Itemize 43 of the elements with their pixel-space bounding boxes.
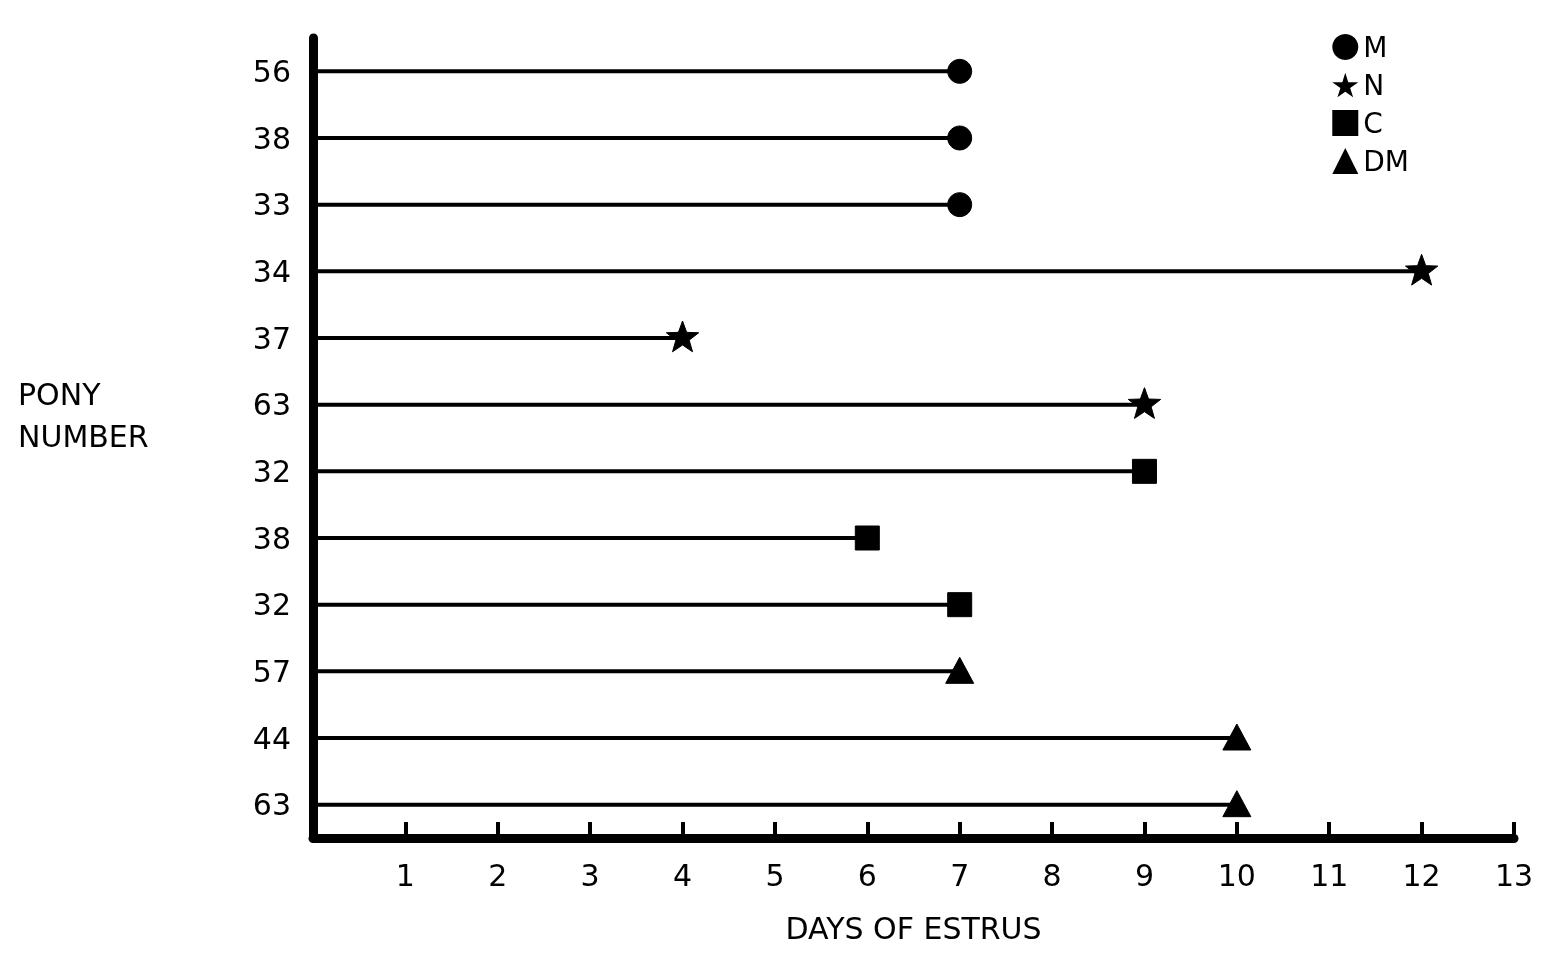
legend-label: DM [1363, 144, 1409, 178]
x-tick-label: 9 [1134, 857, 1155, 893]
point [947, 125, 973, 151]
point [945, 656, 975, 684]
y-tick-label: 44 [252, 720, 291, 756]
x-tick-label: 13 [1494, 857, 1534, 893]
x-tick-label: 10 [1217, 857, 1256, 893]
y-tick-label: 32 [252, 453, 291, 489]
x-axis-title: DAYS OF ESTRUS [785, 910, 1042, 946]
legend-label: N [1363, 68, 1385, 102]
x-tick-label: 5 [765, 857, 785, 893]
point [947, 192, 973, 218]
y-tick-label: 38 [252, 520, 291, 556]
y-tick-label: 38 [252, 120, 291, 156]
y-tick-label: 63 [252, 387, 291, 423]
point [947, 58, 973, 84]
point [1127, 387, 1162, 419]
x-tick-label: 4 [672, 857, 693, 893]
x-tick-label: 2 [488, 857, 508, 893]
point [1222, 723, 1252, 751]
x-tick-label: 12 [1402, 857, 1441, 893]
x-tick-label: 11 [1310, 857, 1349, 893]
y-tick-label: 56 [252, 53, 291, 89]
y-tick-label: 34 [252, 253, 291, 289]
legend-label: M [1363, 30, 1388, 64]
point [1131, 458, 1157, 484]
point [1222, 790, 1252, 818]
point [665, 320, 700, 353]
point [947, 592, 973, 618]
x-tick-label: 8 [1042, 857, 1062, 893]
x-tick-label: 7 [950, 857, 970, 893]
point [1404, 253, 1439, 286]
y-tick-label: 33 [252, 187, 291, 223]
point [854, 525, 880, 551]
x-tick-label: 6 [857, 857, 877, 893]
legend-label: C [1363, 106, 1383, 140]
y-tick-label: 63 [252, 787, 291, 823]
x-tick-label: 3 [580, 857, 600, 893]
x-tick-label: 1 [395, 857, 415, 893]
y-tick-label: 32 [252, 587, 291, 623]
y-tick-label: 37 [252, 320, 291, 356]
y-axis-title: PONY NUMBER [18, 376, 149, 454]
y-tick-label: 57 [252, 653, 291, 689]
